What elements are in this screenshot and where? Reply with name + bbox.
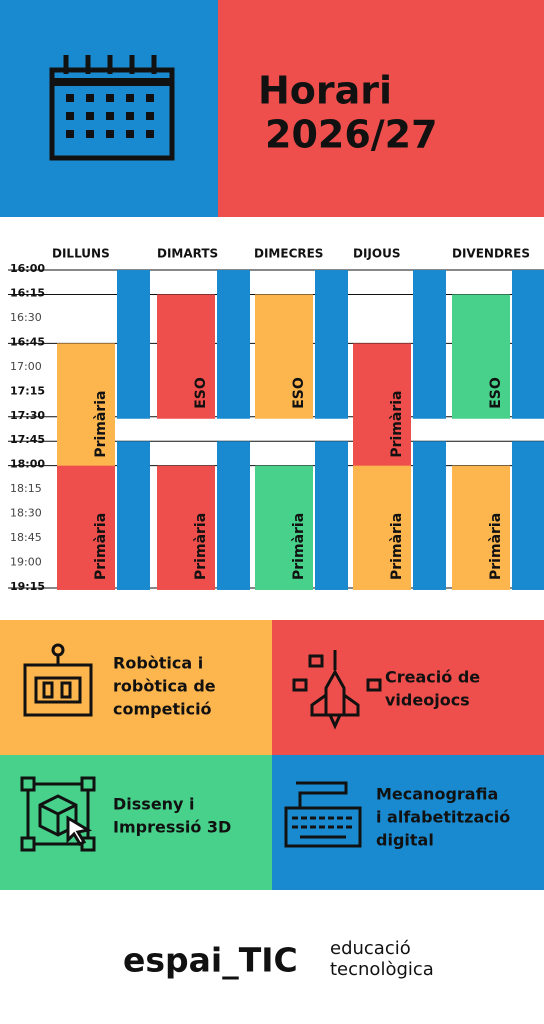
tagline: tecnològica bbox=[330, 959, 434, 980]
blue-bar bbox=[117, 441, 150, 590]
robot-icon bbox=[23, 643, 93, 717]
time-label: 17:15 bbox=[10, 384, 45, 397]
class-label: Primària bbox=[93, 391, 109, 458]
calendar-dot bbox=[126, 112, 134, 120]
time-label: 16:15 bbox=[10, 286, 45, 299]
time-label: 17:45 bbox=[10, 433, 45, 446]
class-label: Primària bbox=[389, 391, 405, 458]
class-block bbox=[255, 465, 313, 590]
time-label: 16:45 bbox=[10, 335, 45, 348]
keyboard-icon bbox=[284, 781, 362, 848]
blue-bar bbox=[117, 270, 150, 419]
calendar-dot bbox=[66, 130, 74, 138]
class-label: Primària bbox=[193, 513, 209, 580]
activity-label: robòtica de bbox=[113, 677, 216, 696]
class-block bbox=[157, 294, 215, 419]
time-label: 16:30 bbox=[10, 311, 42, 324]
class-label: Primària bbox=[389, 513, 405, 580]
class-block bbox=[57, 343, 115, 468]
calendar-dot bbox=[86, 112, 94, 120]
activity-label: competició bbox=[113, 700, 212, 719]
day-label: DIMECRES bbox=[254, 247, 323, 261]
time-label: 19:15 bbox=[10, 580, 45, 593]
calendar-dot bbox=[126, 130, 134, 138]
class-label: ESO bbox=[488, 377, 504, 409]
blue-bar bbox=[413, 270, 446, 419]
class-block bbox=[353, 465, 411, 590]
blue-bar bbox=[512, 270, 544, 419]
blue-bar bbox=[512, 441, 544, 590]
class-label: Primària bbox=[488, 513, 504, 580]
class-block bbox=[452, 465, 510, 590]
calendar-dot bbox=[106, 130, 114, 138]
calendar-dot bbox=[66, 112, 74, 120]
calendar-dot bbox=[146, 130, 154, 138]
class-label: Primària bbox=[291, 513, 307, 580]
activity-label: videojocs bbox=[385, 691, 470, 710]
blue-bar bbox=[315, 441, 348, 590]
class-block bbox=[452, 294, 510, 419]
calendar-dot bbox=[146, 94, 154, 102]
calendar-dot bbox=[126, 94, 134, 102]
time-label: 19:00 bbox=[10, 556, 42, 569]
time-label: 17:30 bbox=[10, 409, 45, 422]
class-label: ESO bbox=[291, 377, 307, 409]
calendar-dot bbox=[86, 94, 94, 102]
calendar-dots bbox=[66, 94, 154, 138]
calendar-dot bbox=[66, 94, 74, 102]
header-blue bbox=[0, 0, 218, 217]
tile-green bbox=[0, 755, 272, 890]
day-label: DIMARTS bbox=[157, 247, 218, 261]
calendar-dot bbox=[106, 94, 114, 102]
day-label: DIVENDRES bbox=[452, 247, 530, 261]
time-label: 17:00 bbox=[10, 360, 42, 373]
calendar-dot bbox=[146, 112, 154, 120]
class-block bbox=[57, 465, 115, 590]
cube-icon bbox=[20, 776, 96, 852]
tagline: educació bbox=[330, 938, 411, 959]
activity-label: Mecanografia bbox=[376, 785, 498, 804]
day-label: DILLUNS bbox=[52, 247, 110, 261]
class-label: ESO bbox=[193, 377, 209, 409]
rocket-icon bbox=[292, 650, 382, 730]
calendar-dot bbox=[86, 130, 94, 138]
calendar-icon bbox=[49, 55, 175, 161]
class-block bbox=[255, 294, 313, 419]
tile-red bbox=[272, 620, 544, 755]
activity-label: Robòtica i bbox=[113, 654, 203, 673]
activity-label: digital bbox=[376, 831, 434, 850]
activity-label: i alfabetització bbox=[376, 808, 510, 827]
class-block bbox=[157, 465, 215, 590]
blue-bar bbox=[217, 441, 250, 590]
day-label: DIJOUS bbox=[353, 247, 400, 261]
class-block bbox=[353, 343, 411, 468]
activity-label: Impressió 3D bbox=[113, 818, 231, 837]
blue-bar bbox=[413, 441, 446, 590]
activity-label: Creació de bbox=[385, 668, 480, 687]
time-label: 18:30 bbox=[10, 507, 42, 520]
activity-label: Disseny i bbox=[113, 795, 195, 814]
header-red bbox=[218, 0, 544, 217]
time-label: 18:00 bbox=[10, 458, 45, 471]
blue-bar bbox=[217, 270, 250, 419]
time-label: 18:15 bbox=[10, 482, 42, 495]
class-label: Primària bbox=[93, 513, 109, 580]
calendar-dot bbox=[106, 112, 114, 120]
blue-bar bbox=[315, 270, 348, 419]
header-title: 2026/27 bbox=[265, 113, 438, 157]
tile-blue bbox=[272, 755, 544, 890]
header-title: Horari bbox=[258, 69, 392, 113]
time-label: 18:45 bbox=[10, 531, 42, 544]
brand: espai_TIC bbox=[123, 941, 298, 980]
time-label: 16:00 bbox=[10, 262, 45, 275]
